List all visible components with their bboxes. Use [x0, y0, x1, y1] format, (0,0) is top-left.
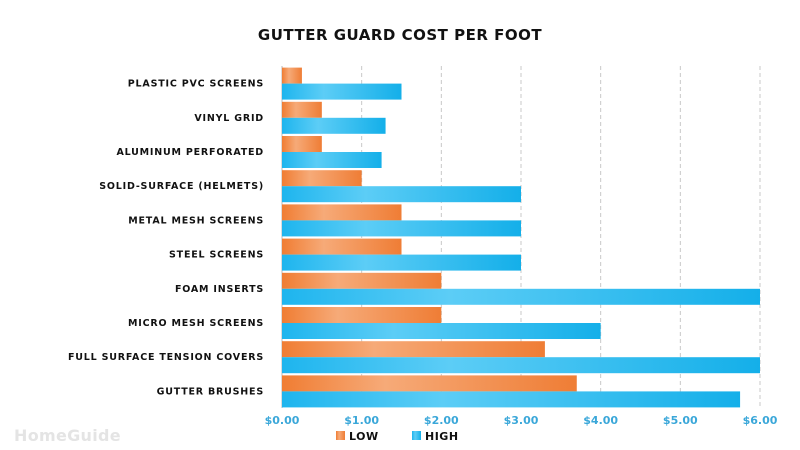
bar-high [282, 391, 741, 408]
category-label: VINYL GRID [194, 113, 264, 124]
bar-high [282, 220, 521, 237]
bar-high [282, 152, 382, 168]
legend-label-low: LOW [349, 430, 379, 443]
x-tick-label: $3.00 [504, 414, 539, 427]
legend-swatch-low [336, 431, 345, 440]
x-tick-label: $2.00 [424, 414, 459, 427]
category-label: FOAM INSERTS [175, 284, 264, 295]
legend: LOW HIGH [336, 430, 459, 443]
bar-low [282, 170, 362, 187]
bar-high [282, 357, 760, 374]
bar-low [282, 67, 302, 84]
bar-high [282, 186, 521, 203]
bar-high [282, 288, 760, 305]
x-tick-label: $1.00 [344, 414, 379, 427]
category-label: PLASTIC PVC SCREENS [128, 79, 264, 90]
x-tick-label: $0.00 [265, 414, 300, 427]
bar-low [282, 101, 322, 118]
chart-title: GUTTER GUARD COST PER FOOT [258, 26, 542, 44]
bar-low [282, 375, 577, 392]
category-label: MICRO MESH SCREENS [128, 318, 264, 329]
bar-high [282, 117, 386, 134]
category-label: STEEL SCREENS [169, 250, 264, 261]
x-tick-label: $5.00 [663, 414, 698, 427]
category-label: GUTTER BRUSHES [157, 386, 264, 397]
category-label: SOLID-SURFACE (HELMETS) [99, 181, 264, 192]
x-axis-ticks: $0.00 $1.00 $2.00 $3.00 $4.00 $5.00 $6.00 [265, 414, 778, 427]
bar-low [282, 272, 442, 289]
bar-high [282, 83, 402, 100]
x-tick-label: $4.00 [583, 414, 618, 427]
x-tick-label: $6.00 [743, 414, 778, 427]
category-label: FULL SURFACE TENSION COVERS [68, 352, 264, 363]
bars [282, 67, 760, 408]
bar-low [282, 136, 322, 152]
legend-label-high: HIGH [425, 430, 459, 443]
legend-swatch-high [412, 431, 421, 440]
category-label: METAL MESH SCREENS [128, 215, 264, 226]
watermark-logo: HomeGuide [14, 426, 121, 445]
bar-high [282, 323, 601, 339]
bar-low [282, 341, 545, 358]
bar-high [282, 254, 521, 271]
bar-low [282, 204, 402, 221]
category-labels: PLASTIC PVC SCREENS VINYL GRID ALUMINUM PE… [68, 79, 264, 398]
bar-low [282, 238, 402, 255]
category-label: ALUMINUM PERFORATED [116, 147, 264, 158]
bar-low [282, 307, 442, 323]
